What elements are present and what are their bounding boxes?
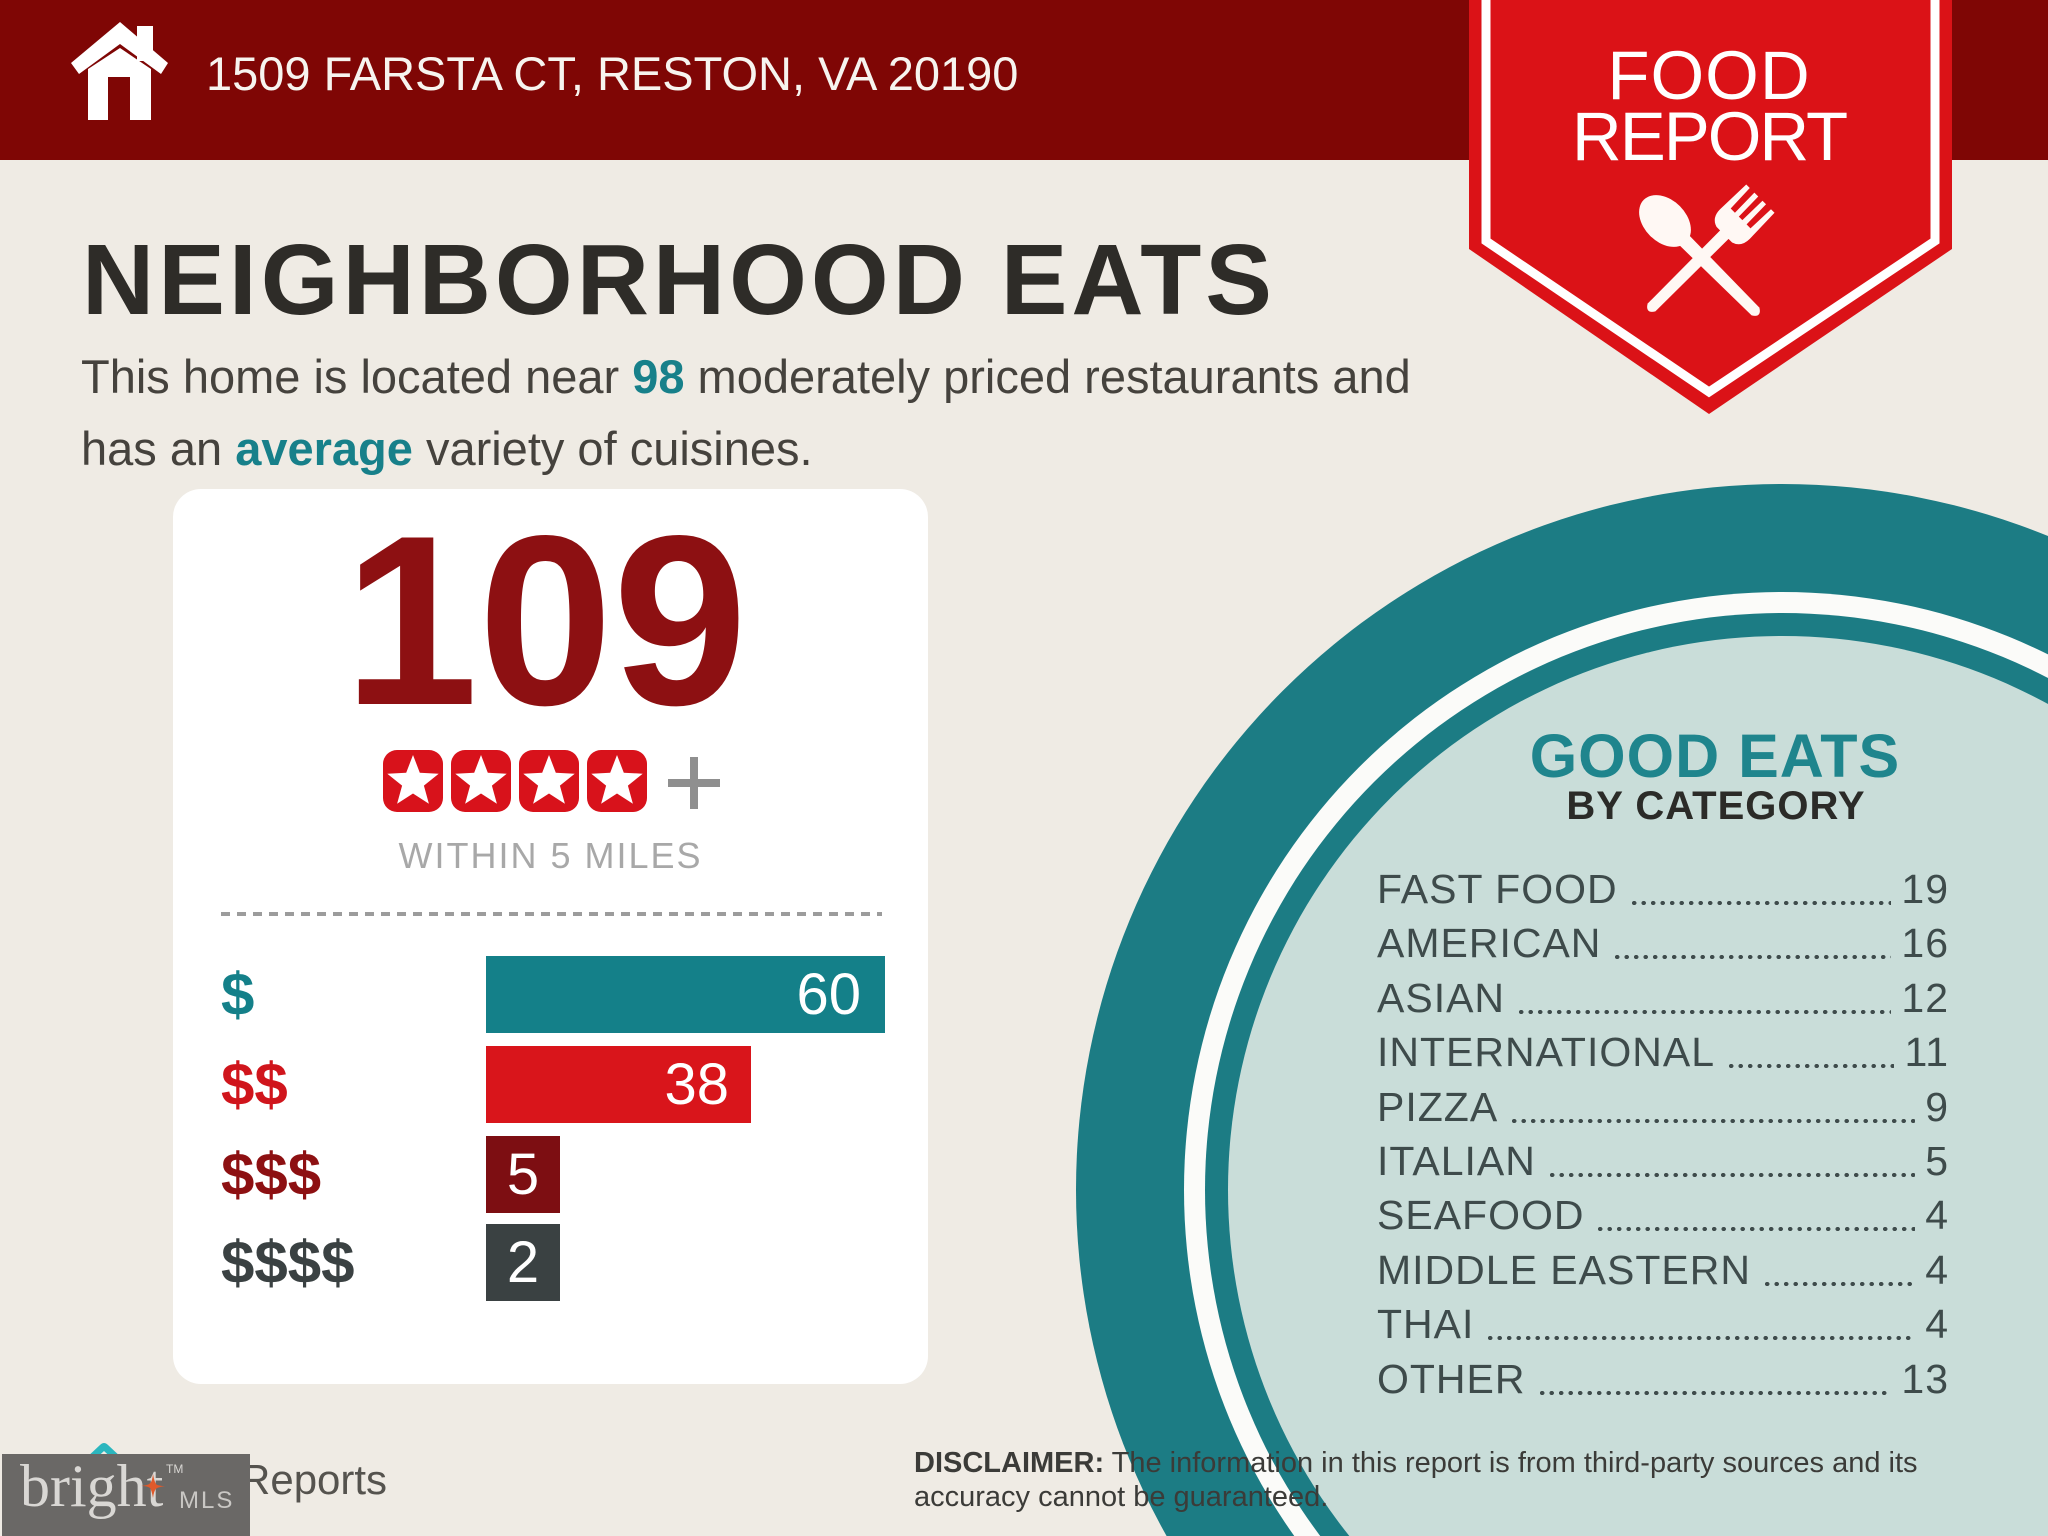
svg-text:FOOD: FOOD [1607,37,1810,114]
svg-text:REPORT: REPORT [1572,98,1847,175]
